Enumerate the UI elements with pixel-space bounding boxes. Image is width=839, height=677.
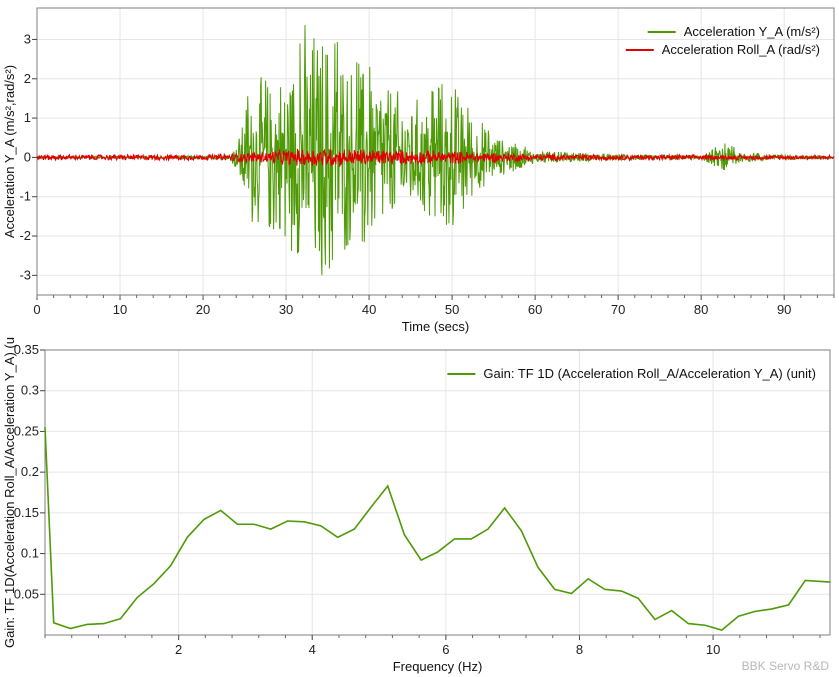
data-point — [587, 578, 589, 580]
data-point — [337, 536, 339, 538]
data-point — [253, 523, 255, 525]
data-point — [170, 565, 172, 567]
data-point — [103, 623, 105, 625]
data-point — [787, 604, 790, 606]
x-tick-label: 10 — [113, 302, 127, 317]
data-point — [203, 518, 205, 520]
data-point — [804, 579, 806, 582]
data-point — [453, 538, 456, 540]
data-point — [69, 627, 71, 630]
x-tick-label: 20 — [196, 302, 210, 317]
data-point — [687, 623, 689, 625]
x-tick-label: 4 — [309, 642, 316, 657]
data-point — [537, 566, 539, 569]
data-point — [620, 590, 623, 592]
data-point — [136, 596, 138, 599]
y-tick-label: -3 — [19, 267, 31, 282]
y-tick-label: 2 — [24, 71, 31, 86]
data-point — [554, 588, 556, 591]
x-tick-label: 0 — [33, 302, 40, 317]
x-tick-label: 6 — [442, 642, 449, 657]
data-point — [721, 629, 723, 631]
y-tick-label: 0.1 — [21, 546, 39, 561]
data-point — [220, 509, 222, 512]
data-point — [504, 507, 506, 509]
legend-label: Acceleration Y_A (m/s²) — [684, 24, 820, 39]
data-point — [403, 534, 406, 536]
data-point — [86, 623, 88, 626]
data-point — [153, 583, 155, 585]
data-point — [236, 523, 239, 525]
y-tick-label: 0.2 — [21, 464, 39, 479]
data-point — [604, 588, 606, 591]
data-point — [44, 426, 46, 428]
data-point — [186, 536, 188, 538]
data-point — [754, 610, 756, 612]
y-tick-label: -2 — [19, 228, 31, 243]
legend-label: Acceleration Roll_A (rad/s²) — [662, 42, 820, 57]
y-tick-label: 0.35 — [14, 342, 39, 357]
y-tick-label: 3 — [24, 31, 31, 46]
x-tick-label: 70 — [611, 302, 625, 317]
data-point — [704, 624, 706, 626]
x-tick-label: 10 — [706, 642, 720, 657]
series-line — [37, 148, 834, 167]
y-tick-label: 0.25 — [14, 423, 39, 438]
x-tick-label: 60 — [528, 302, 542, 317]
data-point — [270, 528, 272, 530]
data-point — [387, 485, 389, 487]
x-axis-label: Time (secs) — [402, 319, 469, 334]
y-tick-label: 0.3 — [21, 383, 39, 398]
data-point — [470, 538, 472, 540]
x-tick-label: 30 — [279, 302, 293, 317]
x-tick-label: 8 — [576, 642, 583, 657]
watermark: BBK Servo R&D — [741, 659, 829, 673]
x-tick-label: 50 — [445, 302, 459, 317]
y-tick-label: 0.05 — [14, 586, 39, 601]
data-point — [637, 597, 639, 599]
data-point — [520, 530, 522, 532]
y-axis-label: Gain: TF 1D(Acceleration Roll_A/Accelera… — [2, 337, 17, 648]
data-point — [303, 521, 305, 523]
y-tick-label: 1 — [24, 110, 31, 125]
x-tick-label: 80 — [694, 302, 708, 317]
x-axis-label: Frequency (Hz) — [393, 659, 483, 674]
x-tick-label: 2 — [175, 642, 182, 657]
data-point — [570, 592, 573, 595]
y-tick-label: -1 — [19, 189, 31, 204]
data-point — [370, 506, 372, 508]
data-point — [829, 581, 831, 583]
plot-frame — [44, 349, 831, 636]
data-point — [119, 618, 122, 620]
data-point — [420, 559, 422, 561]
series-line — [37, 25, 834, 276]
series-line — [44, 427, 831, 631]
data-point — [671, 609, 673, 612]
y-tick-label: 0 — [24, 149, 31, 164]
legend-label: Gain: TF 1D (Acceleration Roll_A/Acceler… — [483, 366, 816, 381]
data-point — [353, 528, 355, 530]
data-point — [771, 608, 773, 610]
x-tick-label: 40 — [362, 302, 376, 317]
data-point — [437, 551, 439, 553]
frequency-response-plot: 2 4 6 8 10 0.05 0.1 0.15 0.2 0.25 0.3 0.35 Frequency… — [2, 337, 831, 674]
data-point — [654, 618, 656, 621]
data-point — [286, 520, 289, 522]
y-axis-label: Acceleration Y_A (m/s²,rad/s²) — [2, 65, 17, 238]
data-point — [320, 525, 322, 527]
data-point — [737, 615, 740, 617]
time-domain-plot: 0 10 20 30 40 50 60 70 80 90 -3 -2 -1 0 1 2 3 Time (secs)… — [2, 7, 835, 334]
y-tick-label: 0.15 — [14, 505, 39, 520]
x-tick-label: 90 — [777, 302, 791, 317]
data-point — [53, 622, 55, 624]
data-point — [487, 528, 489, 530]
